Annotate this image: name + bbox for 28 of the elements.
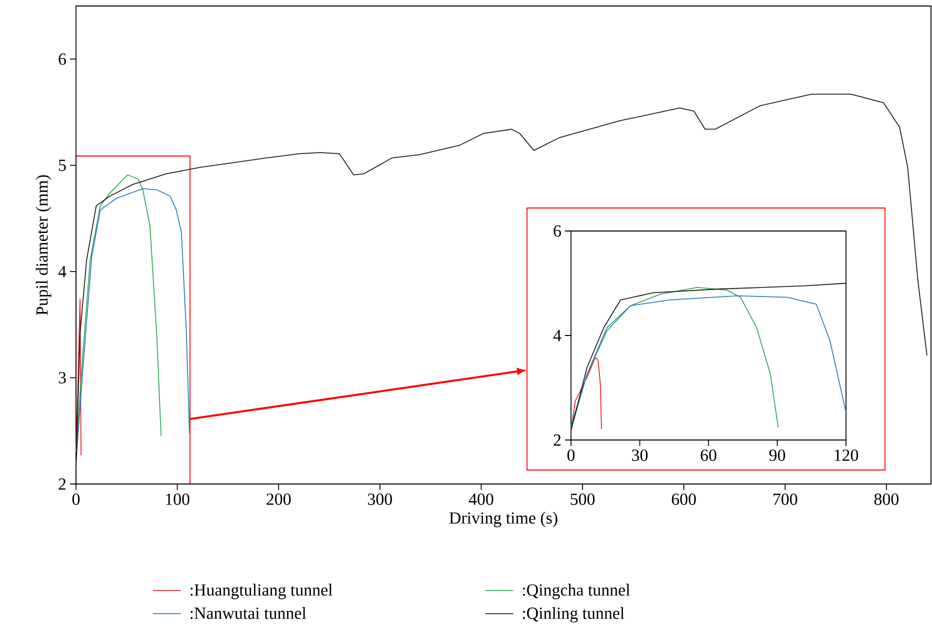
legend-label: :Huangtuliang tunnel — [190, 584, 332, 600]
x-tick-label: 300 — [368, 494, 392, 505]
x-tick-label: 90 — [769, 450, 786, 461]
y-tick-label: 6 — [58, 53, 66, 65]
x-tick-label: 0 — [72, 494, 80, 505]
x-tick-label: 100 — [166, 494, 190, 505]
legend-label: :Qinling tunnel — [522, 607, 624, 622]
legend-label: :Qingcha tunnel — [522, 584, 630, 600]
x-axis-title: Driving time (s) — [449, 512, 558, 528]
x-tick-label: 60 — [700, 450, 716, 461]
x-tick-label: 120 — [834, 450, 858, 461]
y-tick-label: 2 — [554, 434, 561, 446]
y-tick-label: 4 — [58, 266, 66, 278]
x-tick-label: 0 — [567, 450, 575, 461]
x-tick-label: 700 — [774, 494, 798, 505]
y-tick-label: 6 — [554, 225, 561, 237]
legend-label: :Nanwutai tunnel — [190, 607, 306, 619]
x-tick-label: 200 — [266, 494, 291, 505]
x-tick-label: 600 — [672, 494, 696, 505]
y-tick-label: 2 — [58, 478, 66, 490]
y-tick-label: 4 — [553, 330, 562, 342]
y-axis-title: Pupil diameter (mm) — [36, 175, 52, 316]
x-tick-label: 400 — [468, 494, 494, 505]
y-tick-label: 5 — [58, 160, 66, 171]
x-tick-label: 500 — [570, 494, 595, 505]
x-tick-label: 30 — [632, 450, 648, 461]
x-tick-label: 800 — [874, 494, 898, 505]
y-tick-label: 3 — [58, 372, 66, 384]
